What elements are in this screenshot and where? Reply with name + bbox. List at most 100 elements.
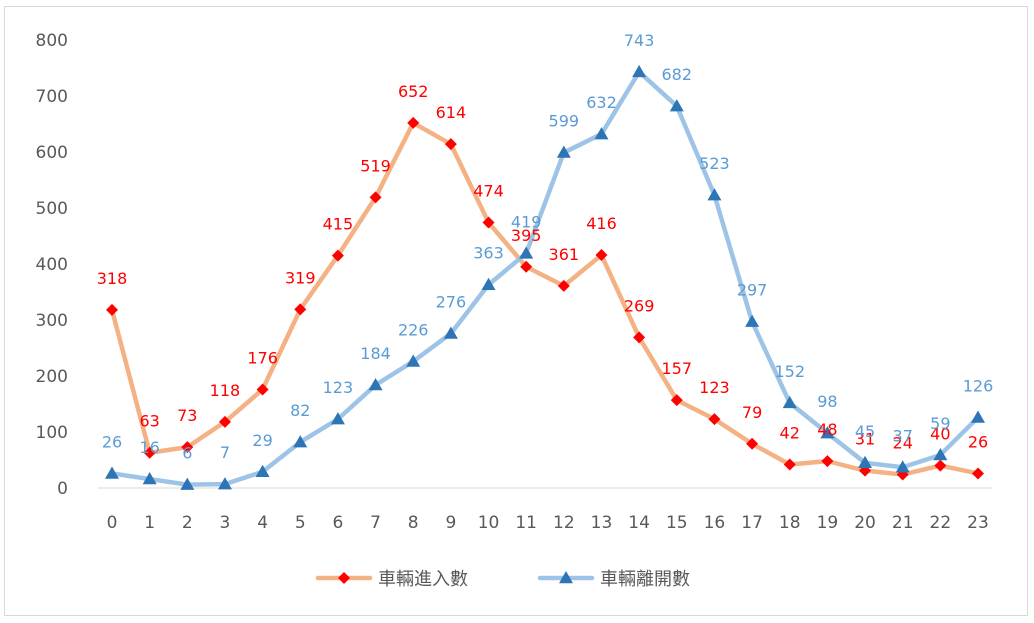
x-tick-label: 8 xyxy=(408,513,419,533)
data-label: 6 xyxy=(182,444,192,463)
y-tick-label: 200 xyxy=(36,367,68,387)
x-tick-label: 12 xyxy=(553,513,575,533)
series-line-1 xyxy=(109,120,981,477)
data-point-marker xyxy=(293,435,308,448)
x-tick-label: 14 xyxy=(628,513,650,533)
data-label: 31 xyxy=(855,430,875,449)
data-label: 157 xyxy=(662,359,693,378)
x-tick-label: 16 xyxy=(704,513,726,533)
data-point-marker xyxy=(294,303,307,316)
y-tick-label: 600 xyxy=(36,143,68,163)
data-point-marker xyxy=(972,467,984,480)
data-point-marker xyxy=(746,437,759,450)
data-point-marker xyxy=(105,466,119,479)
data-label: 743 xyxy=(624,31,655,50)
data-label: 319 xyxy=(285,268,316,287)
data-point-marker xyxy=(520,260,533,273)
x-tick-label: 17 xyxy=(741,513,763,533)
data-label: 16 xyxy=(139,438,159,457)
data-label: 152 xyxy=(774,362,805,381)
legend: 車輛進入數 車輛離開數 xyxy=(315,569,690,590)
series-lines xyxy=(109,69,981,487)
data-point-marker xyxy=(142,472,157,485)
x-tick-label: 5 xyxy=(295,513,306,533)
x-tick-label: 22 xyxy=(930,513,952,533)
data-point-marker xyxy=(557,279,570,292)
data-point-marker xyxy=(256,383,269,396)
x-tick-label: 18 xyxy=(779,513,801,533)
x-tick-label: 7 xyxy=(370,513,381,533)
x-tick-label: 23 xyxy=(967,513,989,533)
data-label: 29 xyxy=(252,431,272,450)
data-point-marker xyxy=(443,326,458,339)
data-label: 79 xyxy=(742,403,762,422)
data-point-marker xyxy=(406,354,421,367)
diamond-icon xyxy=(338,572,350,584)
data-label: 632 xyxy=(586,93,617,112)
data-label: 118 xyxy=(210,381,241,400)
data-point-marker xyxy=(481,277,496,290)
x-tick-label: 9 xyxy=(445,513,456,533)
data-label: 652 xyxy=(398,82,429,101)
x-tick-label: 1 xyxy=(144,513,155,533)
data-label: 24 xyxy=(893,434,913,453)
data-point-marker xyxy=(143,446,156,459)
data-labels: 318 63 73 118 176 319 415 519 652 614 474 395 361 416… xyxy=(97,31,994,463)
x-tick-label: 0 xyxy=(107,513,118,533)
data-label: 419 xyxy=(511,212,542,231)
data-point-marker xyxy=(895,460,910,473)
y-tick-label: 700 xyxy=(36,87,68,107)
data-point-marker xyxy=(745,314,760,327)
x-tick-label: 13 xyxy=(591,513,613,533)
data-point-marker xyxy=(632,64,647,78)
data-point-marker xyxy=(821,455,834,468)
data-label: 416 xyxy=(586,214,617,233)
data-point-marker xyxy=(820,426,835,439)
x-tick-label: 15 xyxy=(666,513,688,533)
data-label: 599 xyxy=(549,112,580,131)
data-label: 45 xyxy=(855,422,875,441)
data-label: 26 xyxy=(968,432,988,451)
y-tick-label: 0 xyxy=(57,479,68,499)
data-label: 318 xyxy=(97,269,128,288)
data-label: 361 xyxy=(549,245,580,264)
data-point-marker xyxy=(782,395,797,409)
data-point-marker xyxy=(330,412,345,425)
data-point-marker xyxy=(369,191,382,204)
x-tick-label: 6 xyxy=(332,513,343,533)
series-markers xyxy=(105,64,985,490)
data-point-marker xyxy=(331,249,344,262)
data-label: 176 xyxy=(247,348,278,367)
data-point-marker xyxy=(556,145,571,158)
data-label: 269 xyxy=(624,296,655,315)
data-point-marker xyxy=(255,464,270,478)
x-tick-label: 2 xyxy=(182,513,193,533)
data-label: 26 xyxy=(102,432,122,451)
data-label: 63 xyxy=(139,412,159,431)
data-label: 226 xyxy=(398,320,429,339)
data-label: 297 xyxy=(737,281,768,300)
data-label: 184 xyxy=(360,344,391,363)
x-tick-label: 10 xyxy=(478,513,500,533)
data-point-marker xyxy=(633,331,646,344)
data-label: 363 xyxy=(473,244,504,263)
data-label: 395 xyxy=(511,226,542,245)
data-point-marker xyxy=(594,127,609,140)
data-point-marker xyxy=(482,216,495,229)
data-label: 7 xyxy=(220,443,230,462)
legend-item: 車輛離開數 xyxy=(537,569,690,590)
x-tick-label: 20 xyxy=(854,513,876,533)
data-point-marker xyxy=(669,99,684,112)
data-point-marker xyxy=(670,394,683,407)
data-point-marker xyxy=(217,477,232,490)
data-point-marker xyxy=(933,447,948,461)
data-label: 276 xyxy=(436,292,467,311)
data-point-marker xyxy=(519,246,534,259)
data-point-marker xyxy=(368,377,383,391)
x-tick-label: 19 xyxy=(817,513,839,533)
data-point-marker xyxy=(707,188,722,201)
data-label: 123 xyxy=(699,378,730,397)
chart-frame xyxy=(4,6,1028,616)
